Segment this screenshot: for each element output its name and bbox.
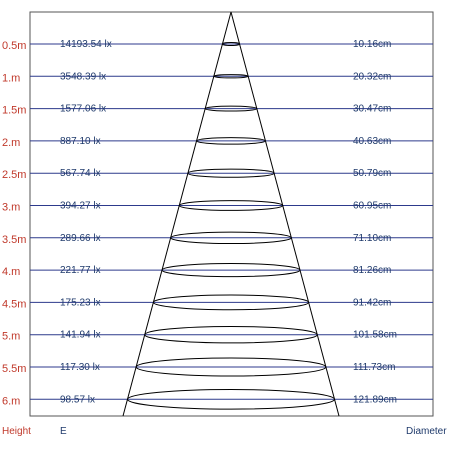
height-label: 5.m [2,331,20,343]
height-label: 1.5m [2,105,26,117]
labels-layer: 0.5m 14193.54 lx 10.16cm 1.m 3548.39 lx 20.32… [2,39,397,407]
height-label: 0.5m [2,40,26,52]
illuminance-label: 394.27 lx [60,201,101,212]
illuminance-label: 141.94 lx [60,330,101,341]
diameter-label: 20.32cm [353,71,391,82]
illuminance-label: 117.30 lx [60,362,100,373]
diameter-label: 81.26cm [353,265,391,276]
diameter-label: 71.10cm [353,233,391,244]
height-label: 4.5m [2,298,26,310]
height-label: 5.5m [2,363,26,375]
height-label: 4.m [2,266,20,278]
diameter-label: 60.95cm [353,201,391,212]
beam-edge-left [122,11,232,417]
diameter-label: 91.42cm [353,297,391,308]
footer-height-label: Height [2,426,31,437]
rows-layer [29,11,434,417]
illuminance-label: 14193.54 lx [60,39,112,50]
diameter-label: 101.58cm [353,330,397,341]
diameter-label: 111.73cm [353,362,395,373]
diameter-label: 50.79cm [353,168,391,179]
height-label: 6.m [2,395,20,407]
illuminance-label: 289.66 lx [60,233,101,244]
height-label: 3.m [2,202,20,214]
illuminance-label: 1577.06 lx [60,104,106,115]
illuminance-label: 567.74 lx [60,168,101,179]
illuminance-label: 98.57 lx [60,394,95,405]
diameter-label: 121.89cm [353,394,397,405]
footer-e-label: E [60,426,67,437]
diameter-label: 30.47cm [353,104,391,115]
height-label: 2.m [2,137,20,149]
illuminance-label: 175.23 lx [60,297,101,308]
footer-diameter-label: Diameter [406,426,447,437]
beam-edge-right [230,11,340,417]
illuminance-label: 887.10 lx [60,136,101,147]
beam-cone [122,11,340,417]
diameter-label: 40.63cm [353,136,391,147]
height-label: 1.m [2,72,20,84]
illuminance-label: 221.77 lx [60,265,101,276]
illuminance-label: 3548.39 lx [60,71,106,82]
height-label: 2.5m [2,169,26,181]
diameter-label: 10.16cm [353,39,391,50]
height-label: 3.5m [2,234,26,246]
footer: Height E Diameter [2,426,447,437]
